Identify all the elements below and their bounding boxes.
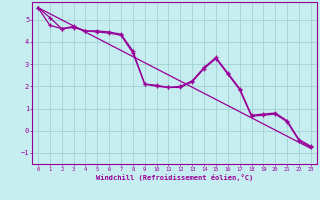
X-axis label: Windchill (Refroidissement éolien,°C): Windchill (Refroidissement éolien,°C): [96, 174, 253, 181]
